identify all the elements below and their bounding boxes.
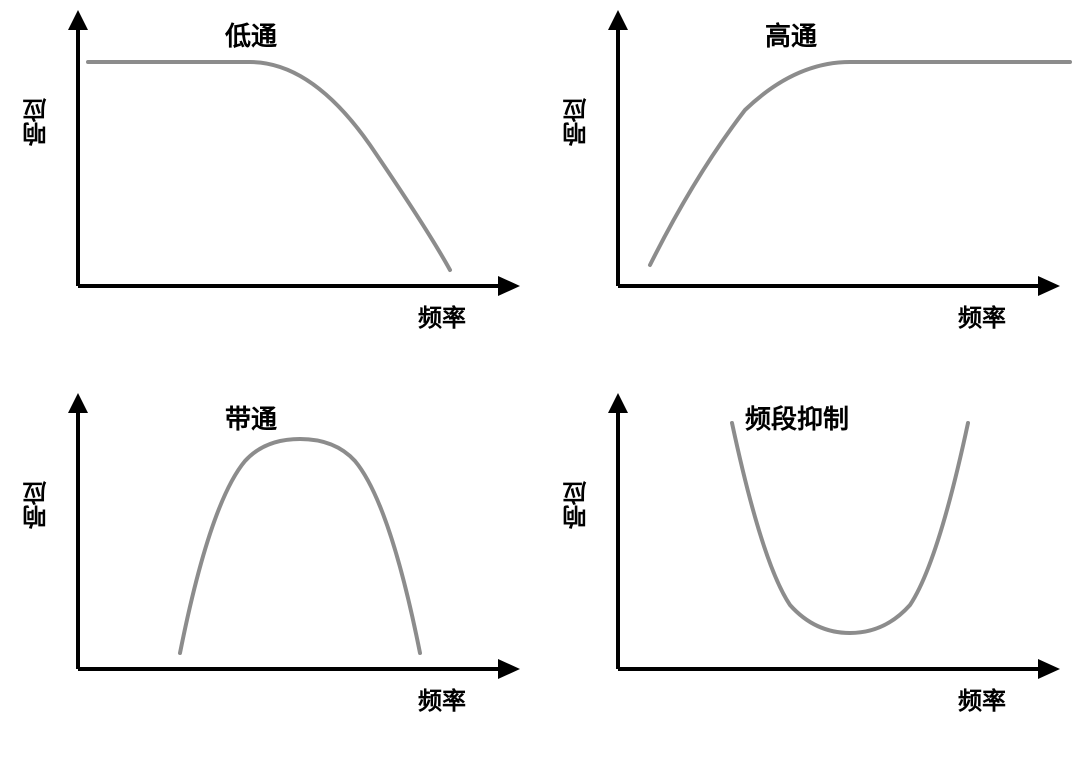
x-axis-label: 频率 bbox=[418, 681, 466, 716]
bandpass-curve bbox=[180, 439, 420, 653]
panel-title: 频段抑制 bbox=[745, 399, 849, 436]
panel-title: 高通 bbox=[765, 16, 817, 53]
y-axis-label: 响应 bbox=[20, 98, 55, 146]
panel-title: 带通 bbox=[225, 399, 277, 436]
y-axis-arrow bbox=[68, 10, 88, 30]
x-axis-arrow bbox=[498, 276, 520, 296]
x-axis-arrow bbox=[1038, 276, 1060, 296]
y-axis-arrow bbox=[68, 393, 88, 413]
filter-diagram-grid: 低通 频率 响应 高通 频率 响应 带通 bbox=[0, 0, 1080, 766]
y-axis-arrow bbox=[608, 393, 628, 413]
x-axis-arrow bbox=[498, 659, 520, 679]
y-axis-label: 响应 bbox=[20, 481, 55, 529]
axis-group bbox=[68, 393, 520, 679]
x-axis-arrow bbox=[1038, 659, 1060, 679]
y-axis-label: 响应 bbox=[560, 98, 595, 146]
y-axis-arrow bbox=[608, 10, 628, 30]
x-axis-label: 频率 bbox=[958, 681, 1006, 716]
x-axis-label: 频率 bbox=[418, 298, 466, 333]
lowpass-curve bbox=[88, 62, 450, 270]
panel-lowpass: 低通 频率 响应 bbox=[0, 0, 540, 383]
axis-group bbox=[608, 10, 1060, 296]
x-axis-label: 频率 bbox=[958, 298, 1006, 333]
axis-group bbox=[68, 10, 520, 296]
highpass-curve bbox=[650, 62, 1070, 265]
panel-bandreject: 频段抑制 频率 响应 bbox=[540, 383, 1080, 766]
panel-highpass: 高通 频率 响应 bbox=[540, 0, 1080, 383]
panel-title: 低通 bbox=[225, 16, 277, 53]
panel-bandpass: 带通 频率 响应 bbox=[0, 383, 540, 766]
y-axis-label: 响应 bbox=[560, 481, 595, 529]
bandreject-curve bbox=[732, 423, 968, 633]
